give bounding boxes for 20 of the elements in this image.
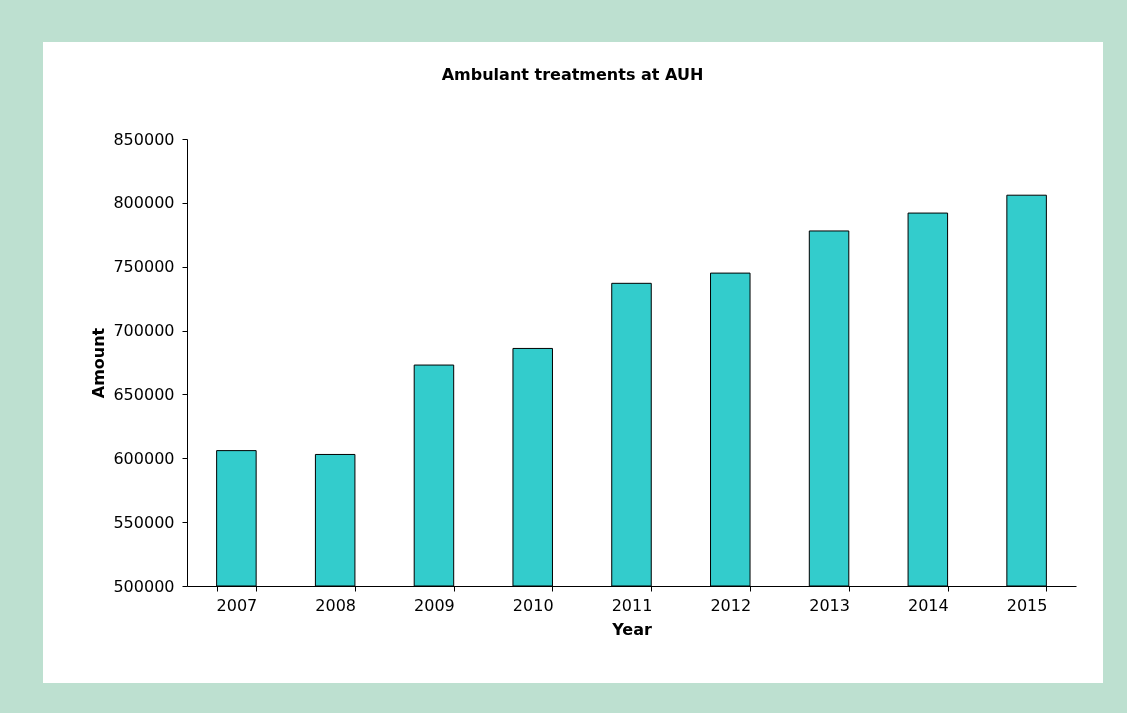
x-tick-label: 2012 — [710, 595, 752, 615]
y-tick-label: 800000 — [113, 193, 175, 213]
y-tick-label: 750000 — [113, 257, 175, 277]
x-tick-label: 2011 — [611, 595, 653, 615]
y-tick-label: 500000 — [113, 576, 175, 596]
y-tick-label: 650000 — [113, 384, 175, 404]
x-tick-label: 2009 — [414, 595, 455, 615]
x-axis-title: Year — [611, 619, 652, 639]
x-tick-label: 2014 — [907, 595, 949, 615]
y-tick-label: 700000 — [113, 321, 175, 341]
x-tick-label: 2015 — [1006, 595, 1048, 615]
x-tick-label: 2008 — [315, 595, 357, 615]
x-tick-label: 2010 — [512, 595, 554, 615]
chart-title: Ambulant treatments at AUH — [441, 65, 704, 84]
x-tick-label: 2013 — [809, 595, 850, 615]
y-tick-label: 850000 — [113, 129, 175, 149]
y-tick-label: 600000 — [113, 448, 175, 468]
x-tick-label: 2007 — [216, 595, 258, 615]
y-axis-title: Amount — [89, 327, 109, 399]
y-tick-label: 550000 — [113, 512, 175, 532]
